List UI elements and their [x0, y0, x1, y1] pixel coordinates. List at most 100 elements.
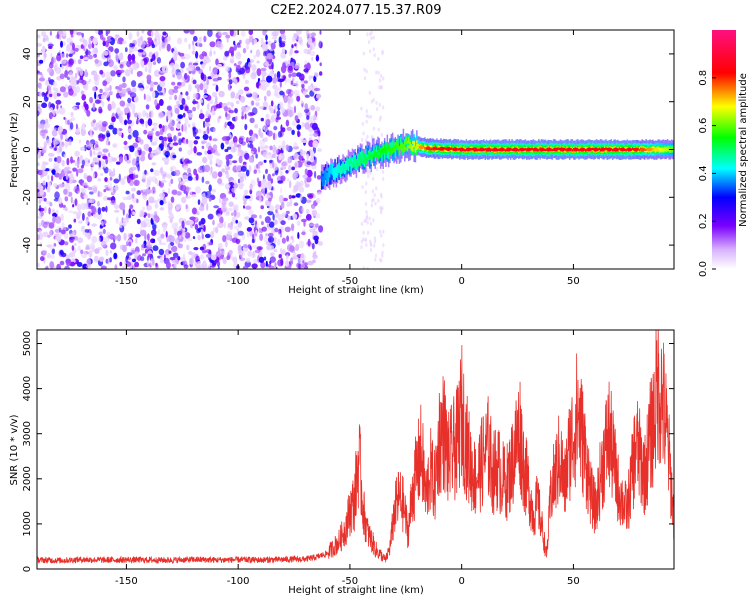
noise-speckle — [368, 216, 371, 221]
noise-speckle — [296, 124, 302, 130]
noise-speckle — [167, 114, 172, 121]
signal-cell — [386, 146, 389, 150]
noise-speckle — [281, 212, 287, 217]
noise-speckle — [369, 248, 373, 252]
noise-speckle — [205, 129, 208, 136]
signal-peak — [539, 147, 545, 152]
noise-speckle — [225, 154, 230, 161]
noise-speckle — [154, 136, 158, 144]
noise-speckle — [251, 238, 255, 244]
signal-cell — [353, 161, 355, 168]
signal-cell — [394, 144, 397, 151]
noise-speckle — [52, 138, 58, 146]
noise-speckle — [158, 248, 165, 256]
noise-speckle — [209, 50, 213, 57]
noise-speckle — [184, 105, 189, 112]
noise-speckle — [275, 209, 278, 213]
noise-speckle — [129, 92, 137, 99]
noise-speckle — [363, 76, 367, 81]
noise-speckle — [56, 263, 61, 269]
noise-speckle — [52, 127, 57, 131]
noise-speckle — [107, 234, 114, 239]
noise-speckle — [191, 207, 198, 215]
noise-speckle — [178, 147, 182, 152]
signal-peak — [519, 147, 525, 152]
noise-speckle — [102, 50, 109, 56]
noise-speckle — [191, 194, 197, 198]
noise-speckle — [87, 43, 92, 49]
noise-speckle — [218, 197, 222, 204]
noise-speckle — [147, 39, 154, 45]
noise-speckle — [285, 144, 290, 151]
noise-speckle — [287, 215, 291, 221]
signal-cell — [551, 148, 553, 152]
noise-speckle — [263, 151, 266, 158]
signal-cell — [477, 148, 480, 151]
noise-speckle — [107, 257, 110, 265]
noise-speckle — [362, 266, 365, 269]
signal-cell — [320, 171, 323, 178]
noise-speckle — [309, 50, 316, 57]
noise-speckle — [178, 138, 182, 146]
noise-speckle — [212, 219, 215, 226]
noise-speckle — [141, 80, 144, 85]
noise-speckle — [225, 65, 230, 72]
noise-speckle — [119, 100, 126, 107]
noise-speckle — [89, 191, 94, 195]
signal-cell — [326, 176, 328, 180]
noise-speckle — [56, 104, 59, 110]
noise-speckle — [278, 154, 282, 161]
noise-speckle — [253, 169, 257, 174]
noise-speckle — [142, 51, 146, 56]
noise-speckle — [75, 85, 81, 94]
noise-speckle — [113, 167, 115, 176]
signal-cell — [398, 135, 401, 152]
noise-speckle — [166, 43, 171, 52]
noise-speckle — [158, 112, 165, 118]
noise-speckle — [251, 70, 257, 77]
noise-speckle — [139, 40, 146, 49]
noise-speckle — [203, 120, 206, 128]
noise-speckle — [188, 43, 191, 50]
noise-speckle — [262, 125, 266, 130]
noise-speckle — [76, 31, 83, 36]
noise-speckle — [134, 150, 139, 157]
signal-cell — [361, 150, 363, 161]
noise-speckle — [364, 237, 367, 242]
noise-speckle — [281, 201, 285, 209]
noise-speckle — [103, 189, 107, 193]
noise-speckle — [193, 140, 199, 145]
noise-speckle — [108, 124, 114, 130]
noise-speckle — [82, 123, 86, 132]
signal-cell — [591, 147, 594, 151]
noise-speckle — [196, 102, 200, 110]
noise-speckle — [88, 198, 95, 204]
noise-speckle — [238, 89, 244, 95]
noise-speckle — [305, 213, 312, 221]
noise-speckle — [194, 186, 201, 194]
noise-speckle — [110, 70, 116, 77]
noise-speckle — [233, 43, 237, 51]
noise-speckle — [286, 178, 290, 182]
noise-speckle — [202, 260, 207, 266]
noise-speckle — [272, 173, 275, 177]
noise-speckle — [291, 129, 295, 135]
noise-speckle — [274, 105, 278, 111]
signal-peak — [579, 147, 586, 152]
noise-speckle — [169, 96, 172, 101]
noise-speckle — [51, 110, 57, 115]
signal-cell — [398, 149, 401, 153]
noise-speckle — [43, 34, 49, 41]
noise-speckle — [51, 129, 58, 137]
signal-cell — [339, 165, 342, 169]
noise-speckle — [99, 256, 104, 262]
noise-speckle — [99, 109, 103, 113]
noise-speckle — [172, 88, 179, 94]
noise-speckle — [281, 161, 288, 167]
noise-speckle — [263, 137, 268, 142]
noise-speckle — [187, 123, 191, 128]
noise-speckle — [277, 78, 285, 83]
noise-speckle — [56, 235, 62, 243]
noise-speckle — [381, 169, 385, 174]
noise-speckle — [265, 233, 268, 237]
